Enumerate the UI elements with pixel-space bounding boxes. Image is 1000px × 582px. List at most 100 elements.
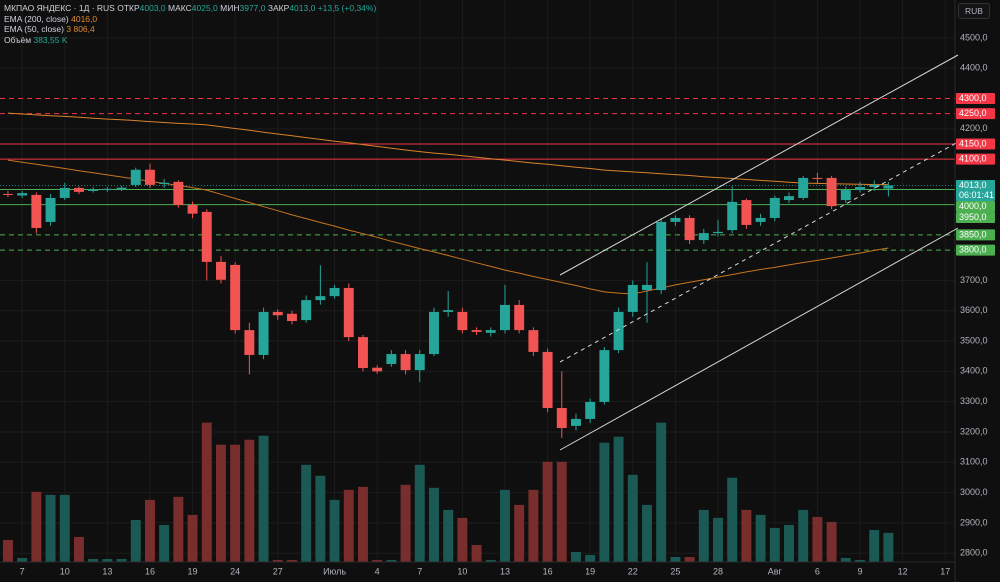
volume-bar	[31, 491, 42, 562]
candle-body	[642, 284, 652, 291]
candle-body	[727, 201, 738, 231]
symbol: МКПАО ЯНДЕКС · 1Д · RUS	[4, 3, 115, 13]
volume-bar	[130, 519, 141, 562]
candle-body	[528, 330, 539, 352]
y-tick-label: 4400,0	[960, 63, 988, 73]
candle-body	[230, 264, 241, 331]
candle-body	[613, 311, 624, 351]
candle-body	[514, 304, 525, 331]
x-tick-label: 24	[230, 566, 240, 576]
volume-bar	[727, 477, 738, 562]
y-tick-label: 3300,0	[960, 396, 988, 406]
volume-bar	[2, 539, 13, 562]
candle-body	[556, 408, 567, 429]
candle-body	[571, 418, 581, 426]
high-label: МАКС	[168, 3, 192, 13]
price-label-box	[956, 212, 995, 224]
candle-body	[784, 196, 794, 201]
y-tick-label: 4500,0	[960, 32, 988, 42]
volume-bar	[116, 558, 127, 562]
price-label: 3800,0	[959, 244, 987, 254]
price-label: 4100,0	[959, 154, 987, 164]
x-tick-label: 16	[543, 566, 553, 576]
x-tick-label: 27	[273, 566, 283, 576]
x-tick-label: 9	[857, 566, 862, 576]
candle-body	[258, 311, 269, 355]
volume-bar	[244, 439, 255, 562]
candle-body	[457, 311, 468, 331]
candle-body	[826, 177, 837, 207]
candle-body	[656, 221, 667, 291]
x-tick-label: 4	[375, 566, 380, 576]
volume-bar	[514, 504, 525, 562]
close-value: 4013,0	[289, 3, 316, 13]
x-tick-label: Авг	[768, 566, 783, 576]
volume-bar	[485, 560, 496, 562]
volume-bar	[713, 517, 723, 562]
candle-body	[329, 287, 340, 297]
candle-body	[315, 296, 326, 301]
candle-body	[755, 217, 766, 222]
volume-row: Объём 383,55 K	[4, 35, 376, 46]
candle-body	[400, 354, 411, 371]
candle-body	[500, 304, 510, 331]
candle-body	[670, 217, 681, 222]
y-tick-label: 3100,0	[960, 457, 988, 467]
volume-bar	[883, 532, 894, 562]
ema50-row: EMA (50, close) 3 806,4	[4, 24, 376, 35]
indicator-value: 383,55 K	[33, 34, 68, 45]
open-value: 4003,0	[139, 3, 166, 13]
candle-body	[855, 187, 865, 191]
volume-bar	[471, 544, 482, 562]
indicator-value: 4016,0	[71, 13, 98, 24]
candle-body	[59, 187, 70, 198]
volume-bar	[769, 527, 780, 562]
x-tick-label: 13	[500, 566, 510, 576]
price-label: 3850,0	[959, 229, 987, 239]
volume-bar	[755, 514, 766, 562]
candle-body	[840, 190, 851, 201]
candle-body	[88, 189, 99, 191]
levels	[0, 98, 955, 251]
volume-bar	[315, 475, 326, 562]
volume-bar	[585, 555, 596, 562]
volume-bar	[187, 514, 198, 562]
price-label: 4013,0	[959, 180, 987, 190]
y-tick-label: 3600,0	[960, 305, 988, 315]
volume-bar	[286, 560, 297, 562]
price-label-box	[956, 244, 995, 256]
candle-body	[17, 193, 28, 196]
volume-pane	[2, 422, 894, 562]
low-value: 3977,0	[239, 3, 266, 13]
candle-body	[372, 367, 383, 372]
volume-bar	[201, 422, 212, 562]
indicator-name: Объём	[4, 34, 32, 45]
volume-bar	[272, 560, 283, 562]
x-tick-label: 28	[713, 566, 723, 576]
volume-bar	[670, 556, 681, 562]
countdown: 06:01:41	[959, 190, 994, 200]
volume-bar	[429, 487, 439, 562]
volume-bar	[457, 517, 468, 562]
volume-bar	[45, 494, 56, 562]
volume-bar	[684, 556, 695, 562]
currency-button[interactable]: RUB	[958, 3, 990, 19]
volume-bar	[741, 509, 752, 562]
volume-bar	[400, 484, 411, 562]
candle-body	[286, 313, 297, 322]
candle-body	[414, 354, 425, 371]
candle-body	[798, 177, 809, 198]
volume-bar	[599, 442, 610, 562]
candle-body	[73, 187, 84, 192]
volume-bar	[826, 521, 837, 562]
volume-bar	[613, 436, 624, 562]
y-tick-label: 3700,0	[960, 275, 988, 285]
candle-body	[769, 197, 780, 218]
volume-bar	[812, 516, 823, 562]
volume-bar	[59, 494, 70, 562]
candle-body	[599, 350, 610, 402]
candle-body	[31, 194, 42, 228]
candle-body	[542, 351, 553, 409]
